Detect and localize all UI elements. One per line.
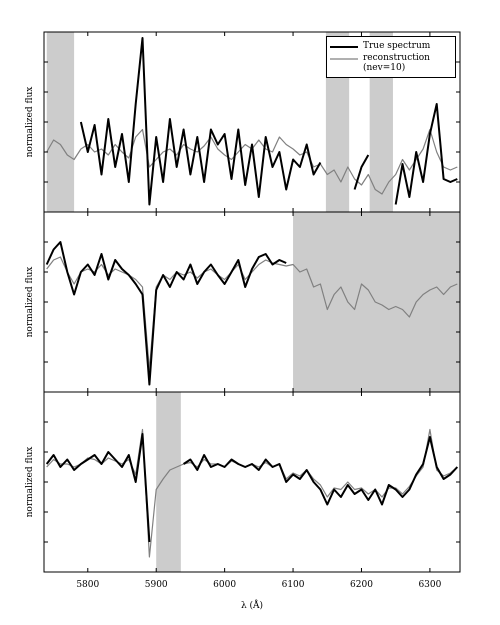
panel-frame	[43, 391, 461, 573]
masked-region	[46, 32, 75, 212]
legend-entry: True spectrum	[330, 41, 452, 51]
spectrum-line	[46, 256, 458, 371]
spectrum-line	[45, 241, 287, 386]
x-tick-label: 5900	[145, 580, 168, 590]
masked-region	[156, 392, 181, 572]
legend-entry: reconstruction (nev=10)	[330, 53, 452, 73]
legend-label: reconstruction (nev=10)	[363, 53, 430, 73]
legend: True spectrum reconstruction (nev=10)	[326, 36, 456, 78]
y-axis-label: normalized flux	[25, 267, 35, 338]
spectrum-line	[45, 433, 459, 543]
legend-swatch	[330, 46, 358, 48]
legend-label: True spectrum	[363, 41, 431, 51]
spectrum-line	[46, 428, 458, 558]
y-axis-label: normalized flux	[25, 447, 35, 518]
x-axis-label: λ (Å)	[241, 599, 263, 611]
x-tick-label: 6000	[213, 580, 236, 590]
y-axis-label: normalized flux	[25, 87, 35, 158]
x-tick-label: 6200	[350, 580, 373, 590]
spectrum-line	[79, 37, 458, 206]
legend-swatch	[330, 58, 358, 60]
spectrum-line	[46, 128, 458, 195]
x-tick-label: 5800	[76, 580, 99, 590]
x-tick-label: 6100	[282, 580, 305, 590]
x-tick-label: 6300	[418, 580, 441, 590]
